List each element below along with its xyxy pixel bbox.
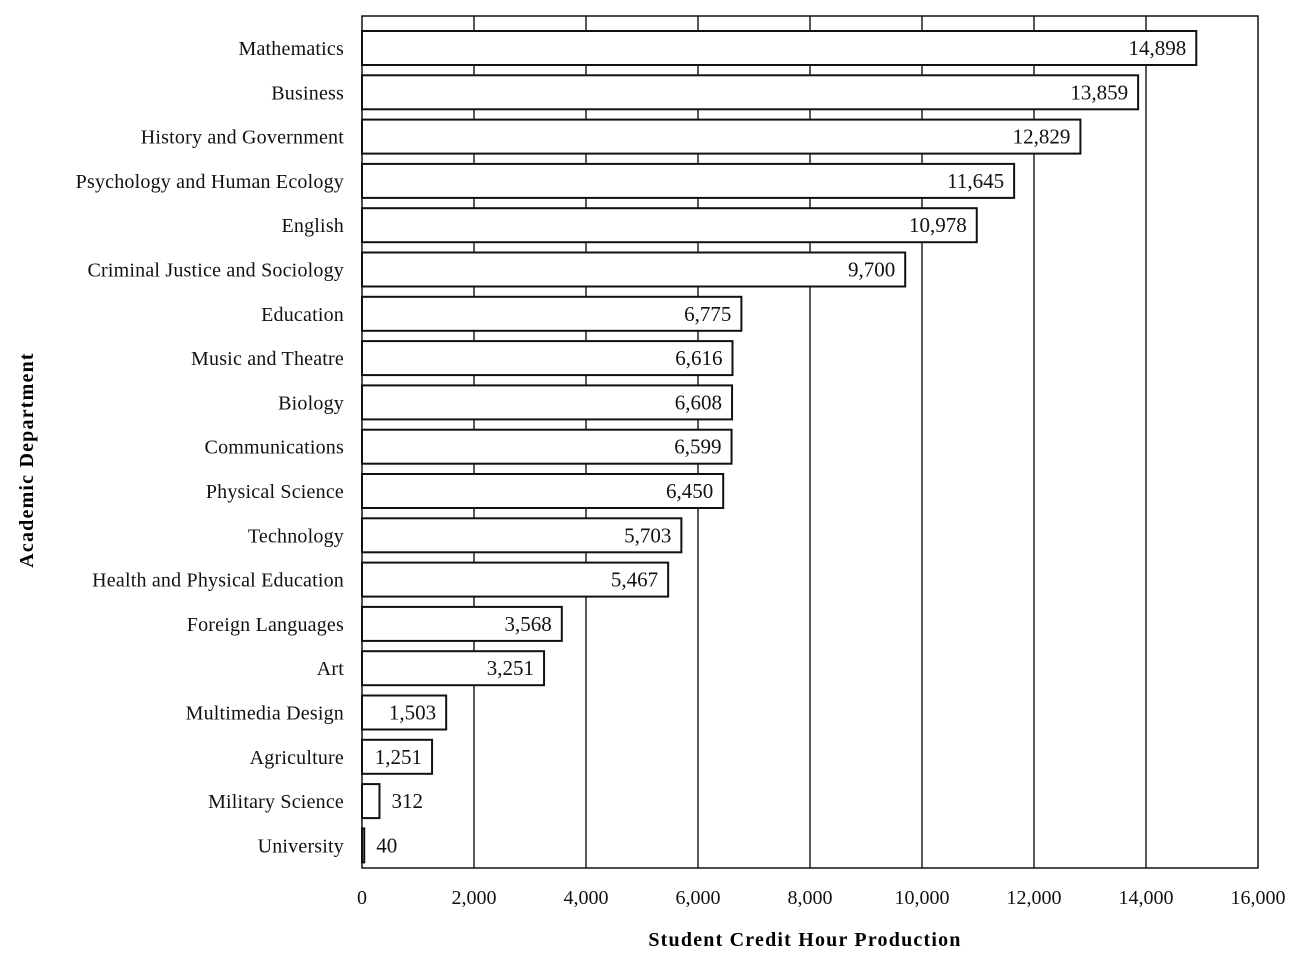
bar-mathematics (361, 30, 1198, 66)
x-axis-title: Student Credit Hour Production (648, 929, 961, 951)
bar-english (361, 207, 978, 244)
bar-psychology-and-human-ecology (361, 162, 1016, 199)
value-label-military-science: 312 (391, 789, 423, 813)
bar-history-and-government (361, 118, 1082, 155)
bar-health-and-physical-education (361, 561, 670, 598)
bar-agriculture (361, 738, 434, 775)
x-tick-label-16000: 16,000 (1231, 887, 1286, 909)
value-label-history-and-government: 12,829 (1013, 125, 1071, 149)
value-label-technology: 5,703 (624, 523, 671, 547)
value-label-psychology-and-human-ecology: 11,645 (947, 169, 1004, 193)
x-tick-label-0: 0 (357, 887, 367, 909)
value-label-education: 6,775 (684, 302, 731, 326)
category-label-art: Art (317, 658, 345, 680)
x-tick-label-2000: 2,000 (452, 887, 497, 909)
value-label-mathematics: 14,898 (1129, 36, 1187, 60)
category-label-health-and-physical-education: Health and Physical Education (92, 570, 344, 592)
value-label-communications: 6,599 (674, 435, 721, 459)
category-label-technology: Technology (248, 525, 344, 547)
bar-foreign-languages (361, 605, 563, 642)
x-tick-label-8000: 8,000 (788, 887, 833, 909)
bar-university (361, 827, 366, 864)
category-label-communications: Communications (205, 437, 344, 459)
x-tick-label-14000: 14,000 (1119, 887, 1174, 909)
category-label-business: Business (271, 82, 344, 104)
category-label-military-science: Military Science (208, 791, 344, 813)
category-label-history-and-government: History and Government (141, 127, 344, 149)
value-label-business: 13,859 (1070, 80, 1128, 104)
value-label-foreign-languages: 3,568 (505, 612, 552, 636)
bar-physical-science (361, 473, 725, 509)
value-label-health-and-physical-education: 5,467 (611, 568, 658, 592)
value-label-english: 10,978 (909, 213, 967, 237)
bar-art (361, 650, 546, 687)
value-label-criminal-justice-and-sociology: 9,700 (848, 258, 895, 282)
category-label-criminal-justice-and-sociology: Criminal Justice and Sociology (87, 260, 344, 282)
value-label-music-and-theatre: 6,616 (675, 346, 722, 370)
x-tick-label-4000: 4,000 (564, 887, 609, 909)
bar-communications (361, 428, 733, 465)
value-label-art: 3,251 (487, 656, 534, 680)
x-tick-label-10000: 10,000 (895, 887, 950, 909)
bar-criminal-justice-and-sociology (361, 251, 907, 288)
category-label-physical-science: Physical Science (206, 481, 344, 503)
bar-multimedia-design (361, 694, 448, 731)
y-axis-title: Academic Department (16, 352, 38, 568)
category-labels: Mathematics Business History and Governmen… (76, 38, 345, 857)
bar-education (361, 295, 743, 332)
category-label-biology: Biology (278, 392, 344, 414)
bar-business (361, 74, 1140, 111)
bars (361, 30, 1198, 864)
gridlines (361, 15, 1259, 869)
value-label-multimedia-design: 1,503 (389, 701, 436, 725)
category-label-mathematics: Mathematics (238, 38, 344, 60)
bar-military-science (361, 783, 381, 820)
value-label-agriculture: 1,251 (375, 745, 422, 769)
bar-technology (361, 517, 683, 554)
value-label-physical-science: 6,450 (666, 479, 713, 503)
category-label-multimedia-design: Multimedia Design (186, 703, 344, 725)
category-label-psychology-and-human-ecology: Psychology and Human Ecology (76, 171, 344, 193)
category-label-foreign-languages: Foreign Languages (187, 614, 344, 636)
x-tick-label-12000: 12,000 (1007, 887, 1062, 909)
value-label-university: 40 (376, 833, 397, 857)
category-label-english: English (281, 215, 344, 237)
x-tick-labels: 0 2,000 4,000 6,000 8,000 10,000 12,000 14,000 1… (357, 887, 1286, 909)
bar-biology (361, 384, 734, 421)
category-label-agriculture: Agriculture (250, 747, 344, 769)
category-label-education: Education (261, 304, 344, 326)
x-tick-label-6000: 6,000 (676, 887, 721, 909)
category-label-university: University (258, 835, 344, 857)
bar-music-and-theatre (361, 340, 734, 377)
category-label-music-and-theatre: Music and Theatre (191, 348, 344, 370)
value-label-biology: 6,608 (675, 390, 722, 414)
